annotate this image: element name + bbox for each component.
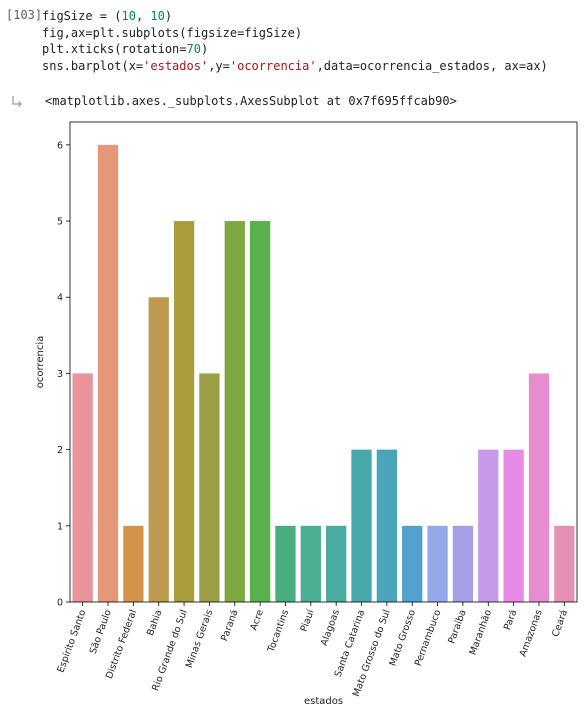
bar	[123, 525, 144, 602]
code-line: fig,ax=plt.subplots(figsize=figSize)	[42, 25, 582, 42]
bar	[275, 525, 296, 602]
x-axis-label: estados	[304, 696, 343, 707]
code-token: )	[200, 42, 209, 56]
bar	[528, 373, 550, 602]
bar	[199, 373, 220, 602]
code-token: )	[164, 9, 173, 23]
x-tick-label: Maranhão	[468, 608, 495, 656]
bar	[326, 525, 347, 602]
bar	[376, 449, 398, 602]
code-token: ,data=ocorrencia_estados, ax=ax)	[316, 58, 548, 73]
bar	[300, 525, 321, 602]
y-tick-label: 0	[57, 598, 63, 609]
code-line: sns.barplot(x='estados',y='ocorrencia',d…	[42, 58, 582, 75]
x-tick-label: Ceará	[550, 608, 570, 638]
x-tick-label: Minas Gerais	[184, 608, 215, 669]
x-tick-label: Pará	[502, 608, 519, 631]
code-token: 10	[121, 9, 136, 23]
bar	[97, 144, 119, 602]
bar	[351, 449, 372, 602]
y-tick-label: 3	[57, 369, 63, 380]
x-tick-label: Pernambuco	[413, 608, 444, 668]
y-tick-label: 5	[57, 217, 63, 228]
x-tick-label: Paraná	[219, 608, 241, 642]
code-editor[interactable]: figSize = (10, 10) fig,ax=plt.subplots(fi…	[42, 8, 582, 74]
code-token: 'estados'	[143, 58, 209, 73]
bar	[427, 525, 448, 602]
x-tick-label: Espírito Santo	[56, 608, 89, 674]
code-token: figSize = (	[42, 9, 122, 23]
bar	[402, 525, 423, 602]
plot-frame	[69, 121, 578, 603]
code-cell[interactable]: [103] figSize = (10, 10) fig,ax=plt.subpl…	[0, 0, 585, 88]
y-tick-label: 1	[57, 521, 63, 532]
bar	[554, 525, 575, 602]
bar	[224, 221, 245, 603]
x-tick-label: Amazonas	[518, 608, 545, 658]
bar	[173, 221, 195, 603]
bar	[478, 449, 499, 602]
code-token: 'ocorrencia'	[229, 58, 317, 73]
bar	[148, 297, 169, 602]
code-token: ,y=	[208, 58, 230, 73]
x-tick-label: Bahia	[145, 608, 165, 637]
execution-count: [103]	[6, 8, 43, 22]
bar	[249, 221, 271, 603]
bar	[503, 449, 524, 602]
x-tick-label: Tocantins	[265, 608, 291, 654]
bar	[452, 525, 474, 602]
x-tick-label: Acre	[248, 608, 266, 632]
code-token: fig,ax=plt.subplots(figsize=figSize)	[42, 25, 303, 40]
y-axis-label: ocorrencia	[35, 336, 46, 388]
y-tick-label: 4	[57, 293, 63, 304]
output-arrow-icon[interactable]	[10, 95, 24, 109]
code-line: plt.xticks(rotation=70)	[42, 41, 582, 58]
output-text: <matplotlib.axes._subplots.AxesSubplot a…	[45, 94, 457, 108]
code-token: 70	[186, 42, 201, 56]
x-tick-label: Piauí	[299, 608, 317, 633]
x-tick-label: São Paulo	[88, 608, 114, 655]
code-token: 10	[150, 9, 165, 23]
y-tick-label: 2	[57, 445, 63, 456]
code-line: figSize = (10, 10)	[42, 8, 582, 25]
bar	[72, 373, 93, 602]
x-tick-label: Alagoas	[319, 608, 342, 647]
x-tick-label: Paraíba	[446, 608, 468, 645]
x-tick-label: Mato Grosso	[387, 608, 418, 668]
y-tick-label: 6	[57, 140, 63, 151]
code-token: plt.xticks(rotation=	[42, 42, 187, 56]
code-token: ,	[135, 9, 151, 23]
code-token: sns.barplot(x=	[42, 58, 144, 73]
